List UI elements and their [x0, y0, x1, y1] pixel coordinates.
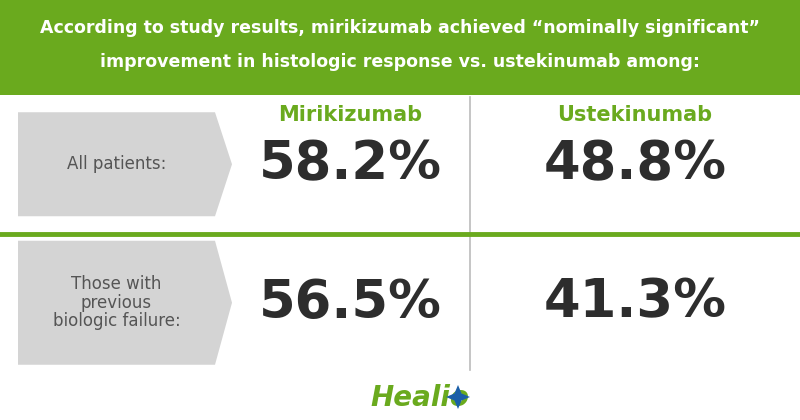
Polygon shape — [446, 385, 470, 409]
Text: All patients:: All patients: — [67, 155, 166, 173]
Text: According to study results, mirikizumab achieved “nominally significant”: According to study results, mirikizumab … — [40, 19, 760, 37]
Bar — [0, 0, 800, 95]
Text: 58.2%: 58.2% — [258, 138, 442, 190]
Text: 48.8%: 48.8% — [543, 138, 726, 190]
Text: 41.3%: 41.3% — [543, 277, 726, 329]
Text: improvement in histologic response vs. ustekinumab among:: improvement in histologic response vs. u… — [100, 53, 700, 71]
Text: 56.5%: 56.5% — [258, 277, 442, 329]
Text: Those with: Those with — [71, 275, 162, 293]
Polygon shape — [18, 112, 232, 216]
Polygon shape — [18, 241, 232, 365]
Text: previous: previous — [81, 294, 152, 312]
Text: biologic failure:: biologic failure: — [53, 312, 180, 331]
Text: Healio: Healio — [370, 384, 469, 412]
Text: Ustekinumab: Ustekinumab — [558, 105, 713, 125]
Text: Mirikizumab: Mirikizumab — [278, 105, 422, 125]
